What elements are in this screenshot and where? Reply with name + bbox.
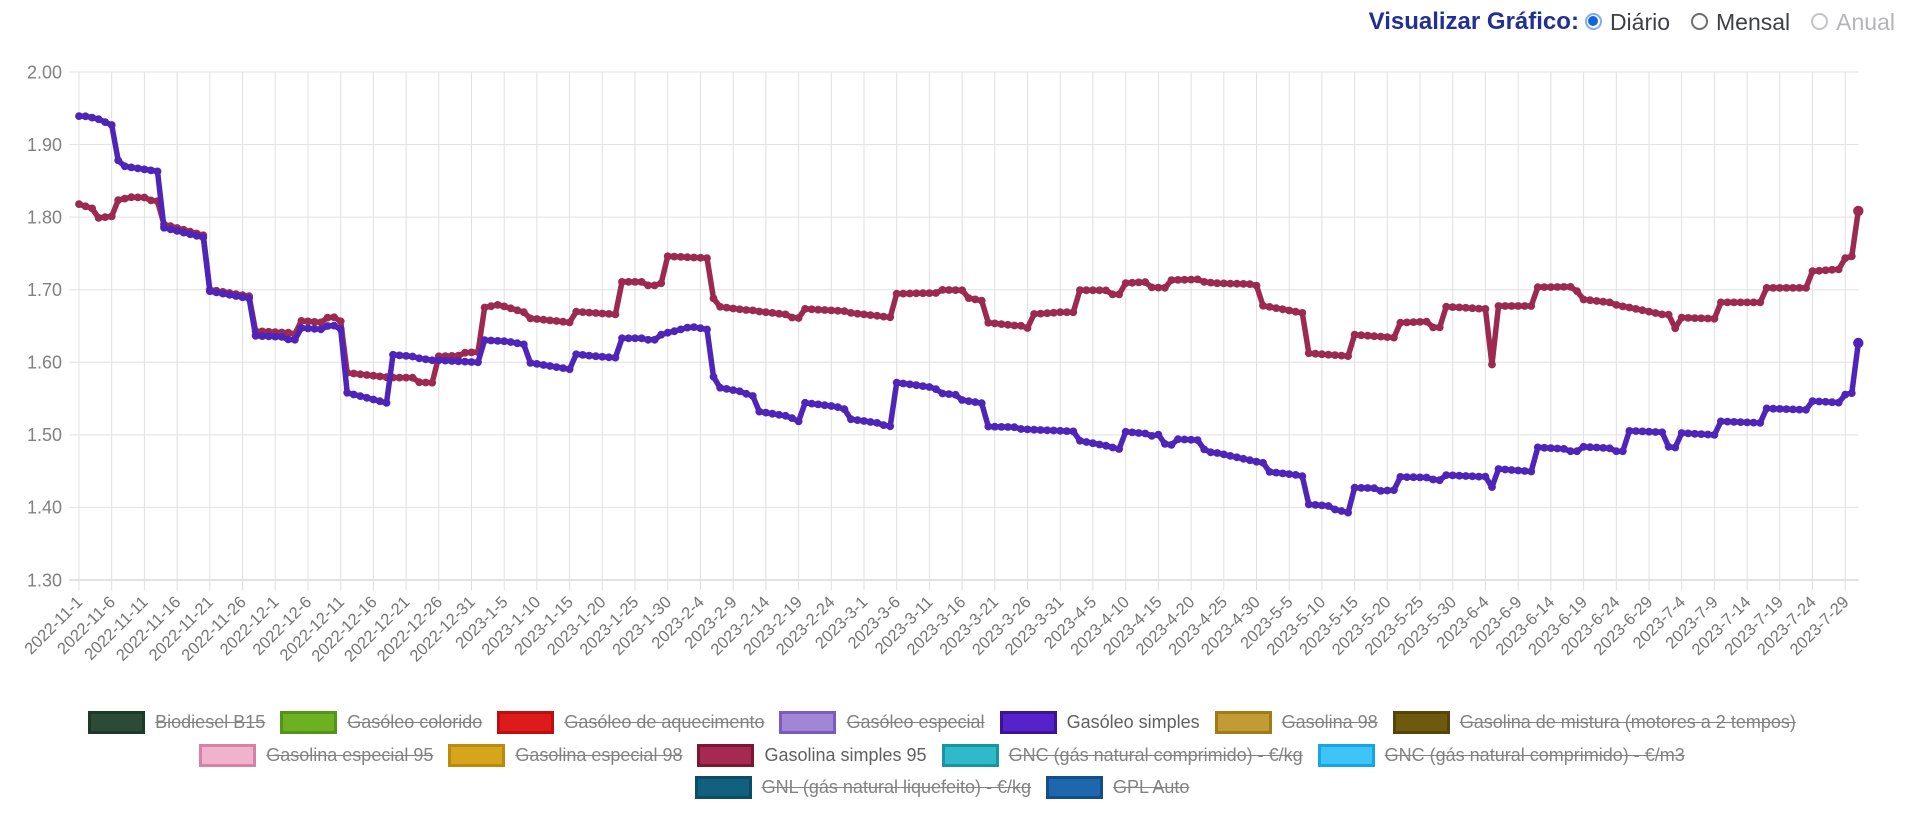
svg-text:2.00: 2.00 bbox=[27, 62, 62, 82]
svg-text:1.90: 1.90 bbox=[27, 135, 62, 155]
svg-text:1.50: 1.50 bbox=[27, 425, 62, 445]
svg-text:1.70: 1.70 bbox=[27, 280, 62, 300]
svg-text:1.40: 1.40 bbox=[27, 498, 62, 518]
svg-text:1.80: 1.80 bbox=[27, 207, 62, 227]
svg-text:1.60: 1.60 bbox=[27, 353, 62, 373]
svg-text:1.30: 1.30 bbox=[27, 570, 62, 590]
